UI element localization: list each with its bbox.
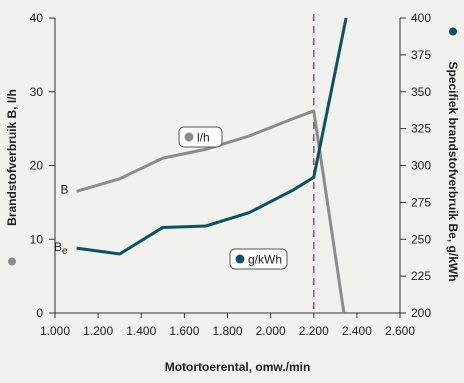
legend-dot-icon — [184, 132, 194, 142]
label-layer: B Be l/h g/kWh — [54, 126, 288, 270]
legend-dot-icon — [235, 254, 245, 264]
y-right-tick-label: 350 — [411, 85, 431, 99]
y-left-tick-label: 10 — [30, 232, 44, 246]
legend-label: l/h — [197, 131, 210, 145]
specific-fuel-line — [76, 17, 348, 256]
x-tick-label: 1.400 — [126, 324, 156, 338]
x-tick-label: 2.600 — [385, 324, 415, 338]
y-right-axis-title: Specifiek brandstofverbruik Be, g/kWh — [446, 61, 460, 281]
y-left-tick-label: 30 — [30, 85, 44, 99]
y-left-tick-label: 40 — [30, 11, 44, 25]
axes-layer: 0 10 20 30 40 200 225 250 275 300 325 350 375 400 1.00… — [5, 11, 460, 374]
y-right-tick-label: 225 — [411, 269, 431, 283]
y-right-tick-label: 325 — [411, 122, 431, 136]
y-right-tick-label: 400 — [411, 11, 431, 25]
series-layer — [76, 14, 348, 314]
x-tick-label: 1.000 — [40, 324, 70, 338]
y-left-tick-label: 20 — [30, 159, 44, 173]
legend-box — [178, 126, 223, 148]
y-right-title-group: Specifiek brandstofverbruik Be, g/kWh — [446, 27, 460, 282]
x-tick-label: 2.400 — [342, 324, 372, 338]
legend-label: g/kWh — [248, 253, 282, 267]
teal-dot-icon — [449, 27, 457, 36]
curve-label-be: Be — [54, 240, 68, 257]
x-tick-label: 1.200 — [83, 324, 113, 338]
y-left-axis-title: Brandstofverbruik B, l/h — [5, 89, 19, 226]
y-left-tick-label: 0 — [36, 306, 43, 320]
curve-label-b: B — [61, 182, 69, 196]
legend-box — [229, 248, 288, 270]
y-right-tick-label: 375 — [411, 48, 431, 62]
y-right-tick-label: 300 — [411, 159, 431, 173]
y-right-tick-label: 275 — [411, 195, 431, 209]
x-tick-label: 1.600 — [169, 324, 199, 338]
y-right-tick-label: 200 — [411, 306, 431, 320]
x-tick-label: 2.000 — [256, 324, 286, 338]
fuel-flow-line — [76, 109, 346, 314]
legend-specific-fuel: g/kWh — [229, 248, 288, 270]
x-tick-label: 1.800 — [212, 324, 242, 338]
legend-fuel-flow: l/h — [178, 126, 223, 148]
grey-dot-icon — [8, 257, 16, 266]
x-tick-label: 2.200 — [299, 324, 329, 338]
y-right-tick-label: 250 — [411, 232, 431, 246]
x-axis-title: Motortoerental, omw./min — [165, 360, 311, 374]
y-left-title-group: Brandstofverbruik B, l/h — [5, 89, 19, 266]
